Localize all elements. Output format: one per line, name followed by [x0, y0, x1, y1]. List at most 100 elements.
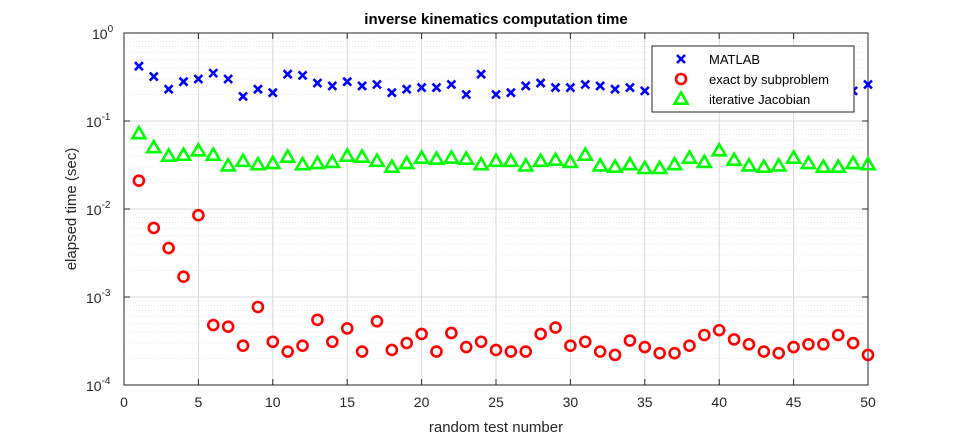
data-point: [219, 156, 237, 172]
x-stroke: [416, 82, 427, 93]
data-point: [504, 345, 518, 358]
x-stroke: [461, 89, 472, 100]
legend-label: exact by subproblem: [709, 72, 829, 87]
x-tick-label: 20: [414, 394, 430, 410]
data-point: [623, 334, 637, 347]
x-stroke: [625, 82, 635, 93]
data-point: [638, 340, 652, 354]
data-point: [710, 141, 728, 157]
data-point: [266, 335, 280, 349]
data-point: [278, 147, 297, 163]
x-stroke: [580, 79, 591, 90]
data-point: [412, 148, 431, 164]
x-stroke: [520, 81, 531, 91]
data-point: [353, 147, 371, 163]
data-point: [206, 318, 220, 332]
x-stroke: [342, 76, 353, 87]
data-point: [653, 346, 666, 360]
data-point: [457, 149, 475, 165]
data-point: [461, 89, 472, 100]
x-tick-label: 15: [339, 394, 355, 410]
data-point: [312, 78, 323, 88]
data-point: [859, 155, 877, 171]
data-point: [178, 76, 189, 87]
data-point: [650, 159, 669, 175]
x-tick-label: 50: [860, 394, 876, 410]
axes: 100 10-1 10-2 10-3 10-4 0 5 10 15 20 25 30 35 40 45 50: [86, 24, 876, 410]
x-stroke: [431, 82, 442, 93]
data-point: [769, 156, 788, 172]
data-point: [368, 152, 386, 168]
data-point: [147, 221, 161, 235]
data-point: [264, 154, 282, 170]
data-point: [415, 327, 428, 341]
data-point: [564, 339, 577, 352]
x-tick-label: 10: [265, 394, 281, 410]
data-point: [192, 208, 205, 222]
x-stroke: [565, 82, 576, 93]
x-stroke: [297, 70, 308, 81]
data-point: [695, 153, 714, 169]
data-point: [520, 81, 531, 91]
data-point: [416, 82, 427, 93]
data-point: [817, 338, 830, 351]
data-point: [281, 345, 294, 358]
data-point: [342, 76, 353, 87]
data-point: [625, 82, 635, 93]
x-stroke: [550, 82, 561, 93]
x-stroke: [148, 71, 159, 82]
data-point: [355, 345, 369, 358]
data-point: [474, 335, 488, 349]
data-point: [148, 71, 159, 82]
legend-marker: [672, 89, 690, 105]
data-point: [639, 85, 650, 96]
x-stroke: [401, 84, 412, 95]
data-point: [308, 154, 327, 170]
x-stroke: [312, 78, 323, 88]
data-point: [397, 154, 416, 170]
data-point: [831, 328, 845, 342]
y-tick-label: 10-3: [86, 288, 111, 306]
y-tick-label: 10-1: [86, 112, 111, 130]
series-iterative-jacobian: [130, 124, 877, 175]
data-point: [472, 155, 490, 171]
data-point: [519, 345, 533, 358]
chart-title: inverse kinematics computation time: [364, 11, 627, 28]
x-stroke: [863, 79, 873, 90]
x-stroke: [178, 76, 189, 87]
data-point: [234, 152, 252, 168]
x-stroke: [163, 84, 174, 95]
legend-label: iterative Jacobian: [709, 92, 810, 107]
data-point: [130, 124, 148, 140]
axes-box: [123, 32, 869, 386]
data-point: [338, 146, 356, 162]
data-point: [401, 84, 412, 95]
data-point: [591, 156, 609, 172]
x-stroke: [446, 79, 457, 90]
data-point: [267, 87, 278, 98]
data-point: [502, 152, 520, 168]
data-point: [565, 82, 576, 93]
data-point: [829, 157, 847, 173]
x-stroke: [282, 69, 293, 80]
series-exact-by-subproblem: [132, 174, 875, 362]
data-point: [296, 339, 309, 352]
data-point: [742, 338, 756, 351]
data-point: [400, 336, 414, 350]
data-point: [595, 81, 606, 91]
x-stroke: [505, 87, 516, 98]
data-point: [755, 157, 773, 173]
data-point: [772, 346, 786, 360]
data-point: [712, 323, 726, 337]
y-tick-label: 100: [92, 24, 114, 42]
data-point: [561, 153, 580, 169]
data-point: [725, 150, 743, 167]
data-point: [608, 348, 622, 362]
data-point: [221, 320, 235, 333]
data-point: [844, 154, 862, 170]
data-point: [787, 340, 800, 354]
data-point: [162, 241, 175, 255]
data-point: [311, 313, 324, 327]
data-point: [799, 154, 818, 170]
